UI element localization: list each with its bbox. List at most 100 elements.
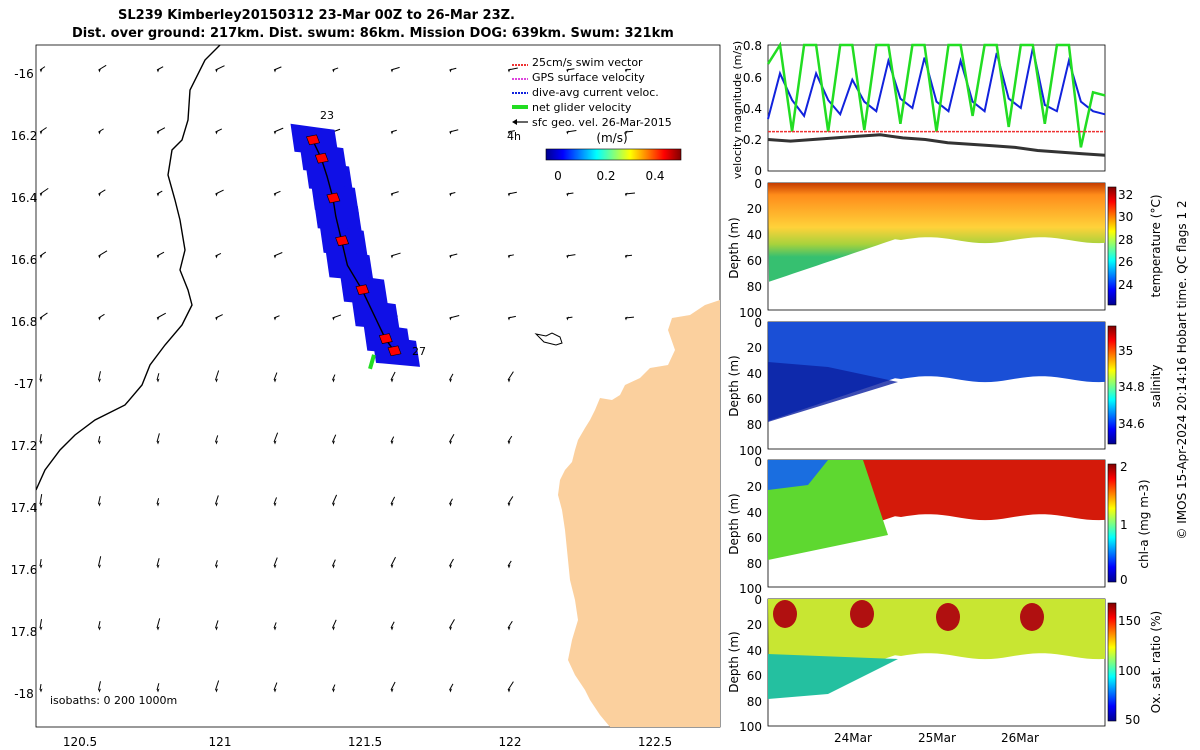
velocity-arrowhead [98, 688, 101, 693]
velocity-arrowhead [274, 192, 277, 197]
velocity-arrowhead [332, 440, 335, 445]
velocity-arrow [390, 681, 396, 691]
velocity-arrowhead [391, 688, 394, 693]
velocity-arrowhead [332, 378, 335, 383]
velocity-arrowhead [449, 564, 452, 569]
velocity-arrow [273, 557, 278, 567]
temp-cbar-tick-2: 28 [1118, 233, 1133, 247]
track-hour-label: 4h [507, 130, 521, 143]
map-ytick-4: 16.8 [11, 315, 38, 329]
chl-ytick-4: 80 [747, 557, 762, 571]
velocity-arrow [215, 680, 220, 691]
legend-swim: 25cm/s swim vector [532, 56, 643, 69]
legend-geo: sfc geo. vel. 26-Mar-2015 [532, 116, 672, 129]
velocity-arrowhead [157, 564, 160, 569]
map-xtick-1: 121 [209, 735, 232, 749]
velocity-arrow [332, 684, 336, 691]
velocity-arrowhead [449, 502, 452, 507]
section-colorbar [1107, 186, 1117, 306]
velocity-arrow [98, 189, 106, 195]
velocity-arrowhead [40, 626, 43, 631]
velocity-arrowhead [274, 564, 277, 569]
velocity-arrow [507, 620, 513, 629]
velocity-arrowhead [40, 564, 43, 569]
track-start-label: 23 [320, 109, 334, 122]
temp-cbar-tick-3: 26 [1118, 255, 1133, 269]
dive-velocity-fan [351, 298, 400, 331]
map-legend: 25cm/s swim vector GPS surface velocity … [512, 56, 672, 129]
net-velocity-segment [368, 354, 376, 370]
velocity-arrowhead [625, 254, 628, 259]
map-colorbar-gradient [545, 148, 682, 161]
sal-ylabel: Depth (m) [727, 355, 741, 416]
velocity-arrow [449, 433, 455, 443]
dive-velocity-fan [313, 200, 362, 233]
sal-cbar-label: salinity [1149, 364, 1163, 407]
velocity-arrowhead [215, 564, 218, 569]
velocity-arrowhead [215, 316, 218, 321]
swim-vector-marker [355, 284, 370, 296]
chl-ytick-1: 20 [747, 480, 762, 494]
map-ytick-5: -17 [14, 377, 34, 391]
velocity-arrowhead [40, 688, 43, 693]
velocity-arrow [507, 681, 514, 691]
velocity-arrow [390, 621, 395, 629]
velocity-arrow [98, 250, 108, 257]
velocity-arrowhead [391, 564, 394, 569]
chl-ytick-3: 60 [747, 531, 762, 545]
velocity-arrow [215, 370, 220, 381]
velocity-arrowhead [566, 130, 569, 135]
temp-ytick-4: 80 [747, 280, 762, 294]
section-data-field [768, 183, 1105, 282]
velocity-arrowhead [157, 502, 160, 507]
velocity-arrow [507, 496, 514, 505]
velocity-arrowhead [157, 254, 160, 259]
vel-ytick-1: 0.2 [743, 133, 762, 147]
section-panels [767, 182, 1117, 727]
velocity-arrow [215, 560, 218, 567]
velocity-arrow [39, 187, 49, 195]
velocity-arrowhead [449, 626, 452, 631]
map-ytick-8: 17.6 [11, 563, 38, 577]
velocity-arrow [390, 436, 395, 443]
velocity-arrowhead [274, 130, 277, 135]
velocity-arrow [449, 498, 453, 505]
velocity-arrowhead [566, 254, 569, 259]
velocity-arrowhead [508, 316, 511, 321]
track-end-label: 27 [412, 345, 426, 358]
chl-cbar-tick-0: 2 [1120, 460, 1128, 474]
velocity-arrowhead [449, 68, 452, 73]
ox-ytick-2: 40 [747, 644, 762, 658]
velocity-arrowhead [157, 192, 160, 197]
velocity-arrowhead [40, 254, 43, 259]
chl-cbar-tick-2: 0 [1120, 573, 1128, 587]
velocity-arrowhead [332, 564, 335, 569]
swim-vector-marker [314, 152, 329, 164]
velocity-arrowhead [508, 192, 511, 197]
salinity-deep-layer [768, 362, 898, 422]
velocity-arrowhead [98, 68, 101, 73]
velocity-arrowhead [40, 192, 43, 197]
velocity-arrowhead [274, 254, 277, 259]
map-ytick-9: 17.8 [11, 625, 38, 639]
velocity-arrow [332, 494, 338, 505]
velocity-arrowhead [40, 378, 43, 383]
velocity-arrow [156, 558, 160, 567]
velocity-arrowhead [625, 192, 628, 197]
section-data-field [768, 599, 1105, 698]
ox-ytick-1: 20 [747, 618, 762, 632]
vel-ytick-0: 0 [754, 164, 762, 178]
ox-ytick-5: 100 [739, 720, 762, 734]
sal-cbar-tick-2: 34.6 [1118, 417, 1145, 431]
island-small [534, 332, 563, 346]
ox-cbar-tick-0: 150 [1118, 614, 1141, 628]
swim-vector-marker [335, 235, 350, 247]
map-ytick-0: -16 [14, 67, 34, 81]
velocity-arrow [332, 619, 337, 629]
velocity-arrow [39, 494, 43, 505]
chl-cbar-tick-1: 1 [1120, 518, 1128, 532]
land-mass [558, 300, 720, 727]
velocity-arrow [98, 371, 101, 381]
velocity-arrowhead [98, 192, 101, 197]
velocity-arrow [98, 64, 107, 71]
